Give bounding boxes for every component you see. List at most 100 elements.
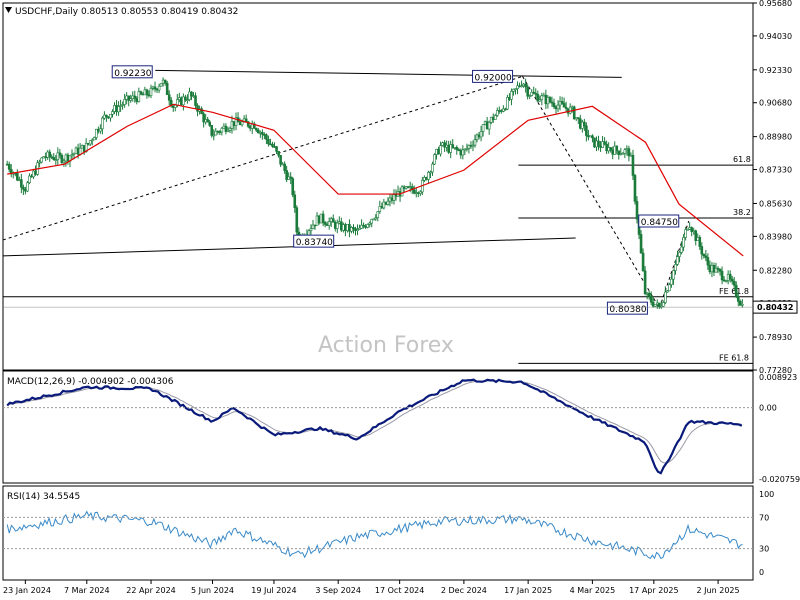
- candle-body: [730, 278, 734, 282]
- price-tick-label: 0.85630: [759, 199, 792, 208]
- candle-body: [639, 234, 643, 254]
- candle-body: [311, 224, 315, 229]
- low-label: 0.80380: [609, 305, 646, 315]
- candle-body: [216, 130, 220, 133]
- candle-body: [463, 148, 467, 151]
- candle-body: [382, 201, 386, 209]
- candle-body: [60, 154, 64, 163]
- candle-body: [736, 296, 740, 302]
- candle-body: [670, 278, 673, 285]
- candle-body: [635, 201, 639, 220]
- candle-body: [625, 148, 629, 151]
- last-price-label: 0.80432: [757, 303, 793, 312]
- candle-body: [633, 175, 637, 202]
- candle-body: [591, 135, 594, 139]
- candle-body: [439, 145, 442, 155]
- candle-body: [587, 135, 590, 138]
- candle-body: [329, 218, 333, 222]
- candle-body: [576, 117, 580, 120]
- x-tick-label: 17 Jan 2025: [504, 586, 552, 595]
- price-tick-label: 0.95680: [759, 0, 792, 8]
- candle-body: [153, 86, 157, 90]
- candle-body: [504, 108, 507, 111]
- candle-body: [165, 82, 169, 95]
- candle-body: [400, 186, 404, 197]
- candle-body: [315, 215, 319, 226]
- candle-body: [388, 197, 392, 202]
- candle-body: [34, 170, 37, 175]
- candle-body: [155, 88, 159, 91]
- candle-body: [46, 151, 49, 158]
- x-tick-label: 22 Apr 2024: [126, 586, 175, 595]
- candle-body: [676, 256, 679, 265]
- candle-body: [520, 85, 523, 88]
- candle-body: [194, 95, 197, 106]
- candle-body: [354, 228, 357, 231]
- candle-body: [103, 114, 106, 119]
- candle-body: [109, 114, 112, 119]
- candle-body: [269, 143, 272, 146]
- rsi-line-path: [6, 510, 743, 560]
- candle-body: [473, 139, 477, 146]
- candle-body: [457, 149, 461, 151]
- fib-38-label: 38.2: [733, 208, 751, 217]
- x-tick-label: 7 Mar 2024: [64, 586, 110, 595]
- watermark: Action Forex: [318, 333, 454, 358]
- candle-body: [76, 147, 80, 155]
- candle-body: [267, 139, 270, 145]
- candle-body: [331, 218, 335, 223]
- candle-body: [734, 284, 738, 297]
- candle-body: [327, 221, 331, 226]
- candle-body: [449, 144, 452, 153]
- triangle-down-icon[interactable]: [5, 7, 12, 13]
- candle-body: [585, 125, 588, 136]
- candle-body: [461, 149, 465, 156]
- candle-body: [97, 129, 100, 132]
- candle-body: [289, 176, 293, 179]
- candle-body: [702, 253, 706, 257]
- candle-body: [248, 125, 252, 129]
- candle-body: [18, 179, 21, 181]
- price-tick-label: 0.88980: [759, 133, 792, 142]
- candle-body: [437, 148, 440, 155]
- price-tick-label: 0.83980: [759, 232, 792, 241]
- candle-body: [686, 228, 689, 231]
- candle-body: [230, 121, 234, 129]
- candle-body: [487, 122, 491, 130]
- price-tick-label: 0.77280: [759, 366, 792, 375]
- candle-body: [722, 279, 726, 282]
- candle-body: [718, 269, 722, 272]
- candle-body: [171, 105, 175, 108]
- candle-body: [252, 123, 256, 129]
- candle-body: [627, 148, 631, 157]
- candle-body: [609, 147, 612, 151]
- candle-body: [528, 95, 531, 97]
- candle-body: [568, 106, 572, 114]
- candle-body: [696, 237, 700, 242]
- candle-body: [188, 91, 191, 100]
- candle-body: [240, 121, 244, 126]
- candle-body: [605, 143, 608, 152]
- candle-body: [720, 270, 724, 281]
- candle-body: [220, 127, 224, 133]
- candle-body: [653, 304, 657, 307]
- macd-lines: [6, 378, 743, 475]
- candle-body: [408, 186, 412, 188]
- candle-body: [78, 147, 82, 155]
- candle-body: [475, 134, 479, 140]
- candle-body: [613, 145, 617, 155]
- candle-body: [692, 230, 696, 233]
- candle-body: [143, 89, 147, 96]
- candle-body: [254, 128, 258, 131]
- macd-tick-label: 0.008923: [759, 373, 797, 382]
- candle-body: [295, 207, 299, 233]
- candle-body: [157, 85, 161, 91]
- candle-body: [433, 154, 436, 165]
- candle-body: [666, 290, 669, 293]
- candle-body: [265, 134, 268, 140]
- candle-body: [117, 106, 120, 113]
- candle-body: [497, 110, 501, 112]
- candle-body: [20, 179, 23, 188]
- candle-body: [714, 267, 718, 273]
- candle-body: [404, 186, 408, 189]
